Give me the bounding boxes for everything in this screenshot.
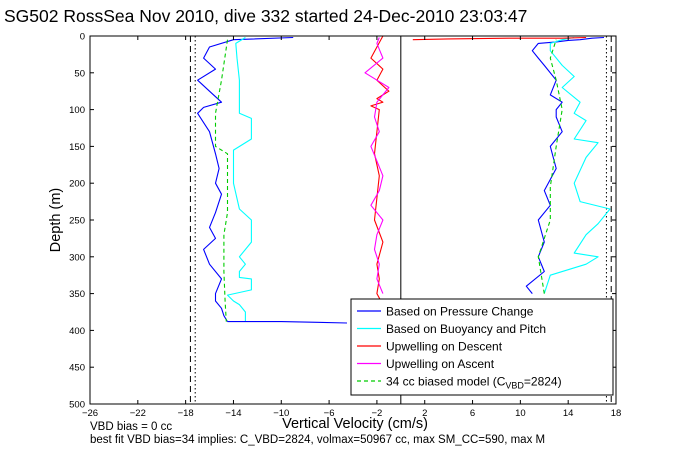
y-tick-label: 350 bbox=[69, 289, 85, 300]
legend-label-3: Upwelling on Ascent bbox=[386, 357, 495, 371]
legend-label-subscript: VBD bbox=[505, 381, 524, 391]
legend-label-4: 34 cc biased model (CVBD=2824) bbox=[386, 375, 562, 391]
x-tick-label: −2 bbox=[371, 408, 382, 419]
legend-box bbox=[350, 298, 614, 396]
axes-layer: −26 −22 −18 −14 −10 −6 −2 2 6 10 14 180501001502002… bbox=[69, 32, 621, 420]
x-tick-label: 2 bbox=[422, 408, 427, 419]
y-tick-label: 500 bbox=[69, 400, 85, 411]
x-tick-label: 18 bbox=[611, 408, 622, 419]
x-tick-label: −6 bbox=[324, 408, 335, 419]
y-tick-label: 150 bbox=[69, 142, 85, 153]
y-tick-label: 200 bbox=[69, 179, 85, 190]
x-tick-label: −14 bbox=[225, 408, 241, 419]
x-tick-label: −10 bbox=[273, 408, 289, 419]
x-tick-label: −26 bbox=[82, 408, 98, 419]
y-tick-label: 300 bbox=[69, 252, 85, 263]
series-line-6 bbox=[370, 35, 390, 322]
series-layer bbox=[197, 35, 611, 324]
y-tick-label: 450 bbox=[69, 363, 85, 374]
y-tick-label: 250 bbox=[69, 216, 85, 227]
x-axis-label: Vertical Velocity (cm/s) bbox=[282, 416, 428, 432]
series-line-1 bbox=[226, 37, 252, 322]
legend-label-2: Upwelling on Descent bbox=[386, 340, 503, 354]
x-tick-label: 6 bbox=[470, 408, 475, 419]
series-line-5 bbox=[537, 39, 563, 294]
chart-title: SG502 RossSea Nov 2010, dive 332 started… bbox=[4, 6, 528, 26]
series-line-0 bbox=[197, 36, 294, 322]
y-tick-label: 400 bbox=[69, 326, 85, 337]
y-tick-label: 0 bbox=[80, 32, 85, 43]
x-tick-label: −22 bbox=[130, 408, 146, 419]
x-tick-label: 14 bbox=[563, 408, 574, 419]
series-line-7 bbox=[364, 37, 390, 294]
legend-label-suffix: =2824) bbox=[524, 375, 562, 389]
footer-line-2: best fit VBD bias=34 implies: C_VBD=2824… bbox=[90, 434, 546, 446]
series-line-4 bbox=[543, 36, 611, 294]
series-line-9 bbox=[227, 321, 348, 324]
x-tick-label: 10 bbox=[515, 408, 526, 419]
legend: Based on Pressure Change Based on Buoyanc… bbox=[350, 298, 614, 396]
legend-label-1: Based on Buoyancy and Pitch bbox=[386, 322, 546, 336]
legend-label-0: Based on Pressure Change bbox=[386, 305, 534, 319]
y-tick-label: 100 bbox=[69, 105, 85, 116]
y-axis-label: Depth (m) bbox=[48, 188, 64, 252]
series-line-2 bbox=[214, 39, 229, 322]
x-tick-label: −18 bbox=[178, 408, 194, 419]
footer-line-1: VBD bias = 0 cc bbox=[90, 421, 173, 433]
series-line-8 bbox=[412, 36, 587, 41]
y-tick-label: 50 bbox=[74, 68, 85, 79]
